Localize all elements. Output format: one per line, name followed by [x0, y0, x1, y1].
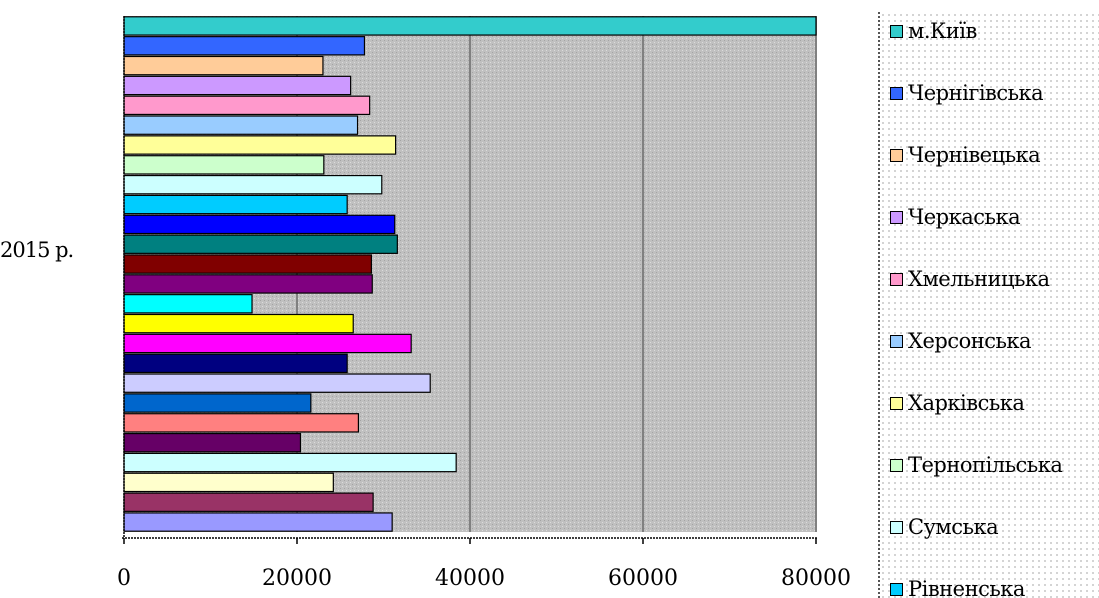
x-tick-label: 0 [117, 566, 131, 591]
legend-swatch [890, 396, 903, 410]
legend-label: Тернопільська [908, 453, 1063, 477]
bar [123, 135, 397, 155]
bar [123, 393, 312, 413]
legend-swatch [890, 148, 903, 162]
legend-swatch [890, 24, 903, 38]
bar [123, 36, 366, 56]
bar [123, 75, 352, 96]
bar [123, 55, 324, 76]
legend-label: Черкаська [908, 205, 1021, 229]
bar [123, 115, 359, 135]
bar [123, 313, 354, 334]
legend-item: м.Київ [890, 19, 977, 43]
bar [123, 214, 396, 235]
bar [123, 432, 302, 453]
legend-item: Сумська [890, 515, 999, 539]
legend-item: Херсонська [890, 329, 1032, 353]
legend-swatch [890, 210, 903, 224]
bar [123, 155, 325, 175]
legend-swatch [890, 458, 903, 472]
legend-label: Рівненська [908, 577, 1025, 598]
bar [123, 254, 372, 274]
x-tick-label: 40000 [435, 566, 505, 591]
legend-item: Рівненська [890, 577, 1025, 598]
bar [123, 373, 431, 393]
legend-swatch [890, 520, 903, 534]
bar [123, 274, 373, 294]
legend-item: Чернігівська [890, 81, 1044, 105]
legend-item: Харківська [890, 391, 1025, 415]
legend-item: Черкаська [890, 205, 1021, 229]
bar [123, 234, 398, 254]
legend-swatch [890, 334, 903, 348]
x-tick-label: 60000 [608, 566, 678, 591]
legend-label: Херсонська [908, 329, 1032, 353]
bar [123, 472, 334, 493]
legend-label: Чернігівська [908, 81, 1044, 105]
bar [123, 16, 817, 36]
x-tick-label: 20000 [262, 566, 332, 591]
legend-item: Чернівецька [890, 143, 1041, 167]
x-tick-label: 80000 [781, 566, 851, 591]
legend-label: Харківська [908, 391, 1025, 415]
bar [123, 413, 360, 433]
legend: м.Київ Чернігівська Чернівецька Черкаська Хм… [878, 12, 1099, 598]
legend-label: Хмельницька [908, 267, 1050, 291]
bar [123, 294, 253, 314]
chart-plot-svg: 0 20000 40000 60000 80000 [117, 16, 851, 591]
legend-label: Сумська [908, 515, 999, 539]
bar [123, 95, 371, 116]
bar [123, 452, 457, 473]
legend-label: Чернівецька [908, 143, 1041, 167]
legend-label: м.Київ [908, 19, 977, 43]
legend-swatch [890, 272, 903, 286]
bar [123, 333, 412, 354]
legend-item: Хмельницька [890, 267, 1050, 291]
legend-item: Тернопільська [890, 453, 1063, 477]
category-label: 2015 р. [0, 238, 74, 262]
bar [123, 512, 393, 532]
bar [123, 353, 348, 374]
bar [123, 194, 348, 215]
legend-swatch [890, 582, 903, 596]
legend-swatch [890, 86, 903, 100]
bar [123, 174, 383, 195]
bar [123, 492, 374, 512]
